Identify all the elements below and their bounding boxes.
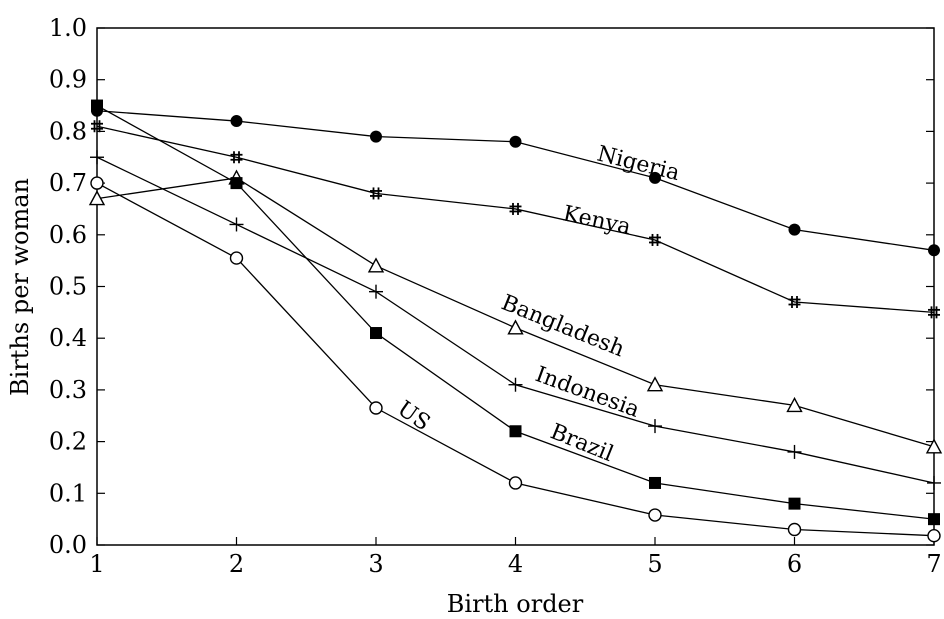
data-point-brazil (230, 177, 243, 190)
data-point-nigeria (370, 130, 382, 143)
y-tick-label: 0.7 (49, 169, 87, 197)
x-tick-label: 4 (508, 550, 523, 578)
data-point-us (508, 476, 523, 490)
data-point-brazil (649, 476, 661, 489)
data-point-us (90, 176, 104, 190)
y-tick-label: 1.0 (49, 14, 87, 42)
data-point-indonesia (648, 419, 662, 434)
x-tick-label: 5 (647, 550, 662, 578)
data-point-indonesia (508, 377, 523, 392)
data-point-brazil (928, 513, 940, 526)
data-point-nigeria (230, 115, 243, 128)
data-point-kenya (649, 233, 661, 246)
y-tick-label: 0.2 (49, 428, 87, 456)
x-tick-label: 7 (926, 550, 941, 578)
y-axis-label: Births per woman (6, 178, 34, 396)
series-line-kenya (96, 125, 935, 313)
series-label-nigeria: Nigeria (595, 142, 683, 187)
x-tick-label: 1 (89, 550, 104, 578)
data-point-indonesia (927, 475, 941, 490)
series-markers (88, 99, 943, 543)
x-tick-label: 6 (787, 550, 802, 578)
data-point-nigeria (509, 135, 522, 148)
data-point-nigeria (928, 244, 940, 257)
x-tick-label: 3 (368, 550, 383, 578)
y-tick-label: 0.4 (49, 324, 87, 352)
data-point-brazil (788, 497, 801, 510)
data-point-indonesia (229, 217, 244, 232)
x-axis-label: Birth order (447, 590, 584, 618)
y-tick-label: 0.1 (49, 479, 87, 507)
data-point-us (369, 401, 383, 415)
data-point-us (787, 522, 802, 537)
ticks-layer: 1 2 3 4 5 6 7 0.0 0.1 0.2 0.3 0.4 0.5 0.6 0.7 0.8 0.9 1.0 (49, 14, 942, 578)
series-label-us: US (393, 396, 435, 436)
data-point-bangladesh (367, 257, 385, 273)
data-point-kenya (91, 120, 103, 133)
data-point-indonesia (90, 150, 104, 165)
data-point-brazil (509, 425, 522, 438)
y-tick-label: 0.3 (49, 376, 87, 404)
data-point-us (229, 251, 244, 265)
data-point-brazil (91, 99, 103, 112)
y-tick-label: 0.5 (49, 273, 87, 301)
data-point-kenya (509, 202, 522, 215)
data-point-us (927, 528, 941, 543)
y-tick-label: 0.0 (49, 531, 87, 559)
x-tick-label: 2 (229, 550, 244, 578)
data-point-kenya (230, 151, 243, 164)
series-label-kenya: Kenya (561, 201, 633, 240)
data-point-bangladesh (925, 438, 943, 454)
series-label-indonesia: Indonesia (532, 362, 643, 423)
data-point-bangladesh (786, 396, 803, 413)
series-label-brazil: Brazil (547, 419, 617, 467)
data-point-us (648, 508, 662, 522)
data-point-nigeria (788, 223, 801, 236)
data-point-brazil (370, 327, 382, 340)
y-tick-label: 0.9 (49, 66, 87, 94)
y-tick-label: 0.8 (49, 117, 87, 145)
data-point-bangladesh (507, 319, 524, 335)
data-point-kenya (788, 296, 801, 309)
y-tick-label: 0.6 (49, 221, 87, 249)
data-point-indonesia (369, 284, 383, 299)
plot-frame (96, 27, 935, 546)
data-point-kenya (370, 187, 382, 200)
data-point-bangladesh (88, 190, 106, 206)
data-point-indonesia (787, 444, 802, 459)
data-point-kenya (928, 306, 940, 319)
data-point-bangladesh (646, 376, 664, 392)
data-point-nigeria (649, 171, 661, 184)
